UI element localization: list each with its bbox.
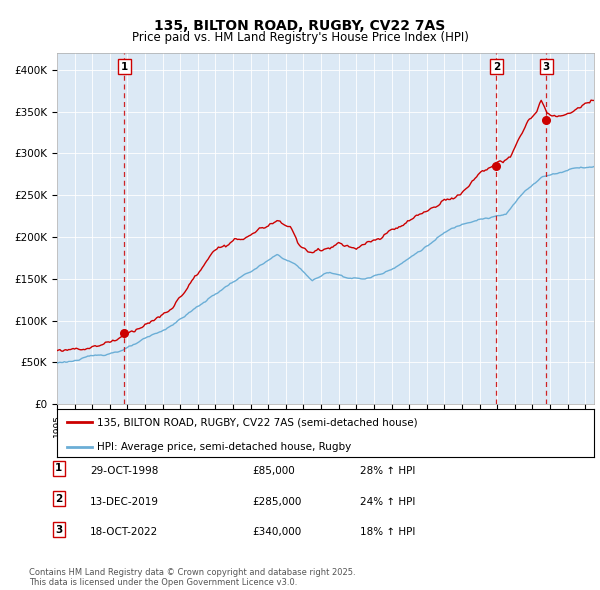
- Text: HPI: Average price, semi-detached house, Rugby: HPI: Average price, semi-detached house,…: [97, 441, 352, 451]
- Text: Contains HM Land Registry data © Crown copyright and database right 2025.: Contains HM Land Registry data © Crown c…: [29, 568, 355, 577]
- Text: Price paid vs. HM Land Registry's House Price Index (HPI): Price paid vs. HM Land Registry's House …: [131, 31, 469, 44]
- Text: 24% ↑ HPI: 24% ↑ HPI: [360, 497, 415, 507]
- Text: 3: 3: [55, 525, 62, 535]
- Text: £285,000: £285,000: [252, 497, 301, 507]
- Text: 2: 2: [55, 494, 62, 504]
- Text: This data is licensed under the Open Government Licence v3.0.: This data is licensed under the Open Gov…: [29, 578, 297, 587]
- Text: 2: 2: [493, 62, 500, 72]
- Text: 1: 1: [121, 62, 128, 72]
- Text: 18-OCT-2022: 18-OCT-2022: [90, 527, 158, 537]
- Text: £340,000: £340,000: [252, 527, 301, 537]
- Text: 13-DEC-2019: 13-DEC-2019: [90, 497, 159, 507]
- Text: 29-OCT-1998: 29-OCT-1998: [90, 466, 158, 476]
- Text: £85,000: £85,000: [252, 466, 295, 476]
- Text: 28% ↑ HPI: 28% ↑ HPI: [360, 466, 415, 476]
- Text: 1: 1: [55, 463, 62, 473]
- Text: 135, BILTON ROAD, RUGBY, CV22 7AS (semi-detached house): 135, BILTON ROAD, RUGBY, CV22 7AS (semi-…: [97, 417, 418, 427]
- Text: 18% ↑ HPI: 18% ↑ HPI: [360, 527, 415, 537]
- Text: 3: 3: [542, 62, 550, 72]
- Text: 135, BILTON ROAD, RUGBY, CV22 7AS: 135, BILTON ROAD, RUGBY, CV22 7AS: [154, 19, 446, 34]
